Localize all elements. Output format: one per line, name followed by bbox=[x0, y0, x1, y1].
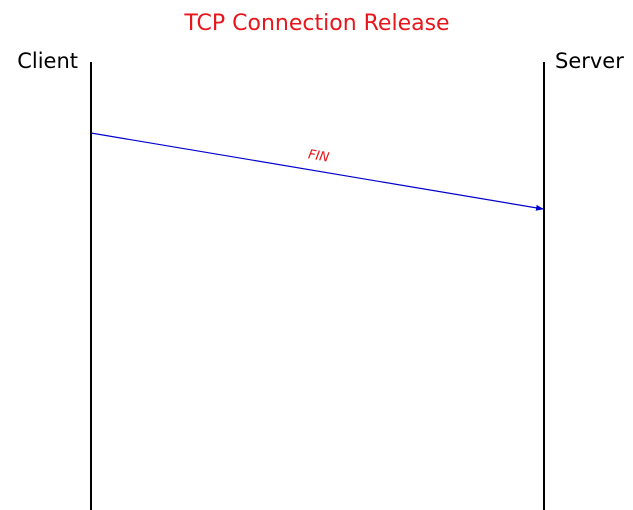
diagram-title: TCP Connection Release bbox=[183, 11, 449, 36]
message-label: FIN bbox=[307, 147, 330, 165]
message-arrow bbox=[90, 132, 544, 211]
participant-label: Server bbox=[555, 49, 624, 73]
participant-label: Client bbox=[17, 49, 78, 73]
